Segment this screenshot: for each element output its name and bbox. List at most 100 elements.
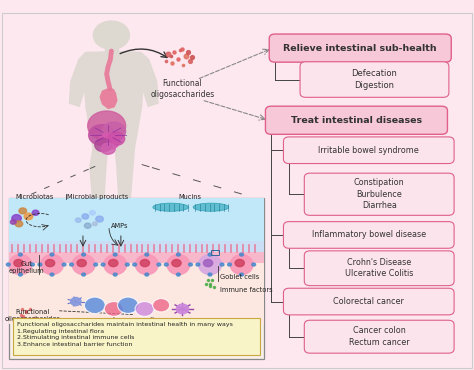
Circle shape (208, 273, 212, 276)
Circle shape (189, 263, 192, 266)
Circle shape (125, 263, 129, 266)
Ellipse shape (172, 259, 181, 267)
Text: Inflammatory bowel disease: Inflammatory bowel disease (312, 231, 426, 239)
Bar (9, 198, 264, 255)
Circle shape (108, 132, 125, 145)
Circle shape (176, 304, 189, 314)
FancyBboxPatch shape (304, 251, 454, 286)
Ellipse shape (72, 255, 95, 275)
Bar (9, 240, 264, 255)
Circle shape (90, 211, 95, 215)
Circle shape (176, 253, 180, 256)
Circle shape (84, 297, 105, 313)
Ellipse shape (104, 255, 127, 275)
FancyBboxPatch shape (269, 34, 451, 62)
Circle shape (99, 133, 119, 149)
Circle shape (18, 273, 22, 276)
Circle shape (82, 214, 89, 219)
Bar (13, 318, 260, 355)
FancyBboxPatch shape (304, 173, 454, 215)
Ellipse shape (14, 259, 23, 267)
Circle shape (18, 253, 22, 256)
Polygon shape (100, 88, 118, 109)
Ellipse shape (199, 255, 221, 275)
FancyBboxPatch shape (283, 222, 454, 248)
Circle shape (84, 223, 91, 228)
Text: Colorectal cancer: Colorectal cancer (333, 297, 404, 306)
Circle shape (135, 302, 154, 316)
Text: Immune cells: Immune cells (113, 317, 157, 323)
Text: Constipation
Burbulence
Diarrhea: Constipation Burbulence Diarrhea (354, 178, 404, 210)
Circle shape (32, 210, 39, 215)
Ellipse shape (46, 259, 55, 267)
FancyBboxPatch shape (283, 288, 454, 315)
Bar (211, 250, 219, 255)
Circle shape (70, 263, 73, 266)
Circle shape (113, 273, 117, 276)
Ellipse shape (235, 259, 244, 267)
Circle shape (153, 299, 170, 312)
Circle shape (240, 273, 244, 276)
Circle shape (93, 21, 129, 49)
Text: Microbial products: Microbial products (66, 194, 128, 200)
Circle shape (50, 253, 54, 256)
Circle shape (82, 273, 85, 276)
Text: AMPs: AMPs (111, 223, 129, 229)
Circle shape (94, 263, 98, 266)
Circle shape (38, 263, 42, 266)
Ellipse shape (203, 259, 213, 267)
Circle shape (113, 253, 117, 256)
Text: Functional oligosaccharides maintain intestinal health in many ways
1.Regulating: Functional oligosaccharides maintain int… (17, 322, 233, 347)
Circle shape (82, 253, 85, 256)
Circle shape (240, 253, 244, 256)
Circle shape (101, 263, 105, 266)
Text: Cancer colon
Rectum cancer: Cancer colon Rectum cancer (349, 326, 410, 347)
Ellipse shape (136, 255, 158, 275)
Circle shape (95, 138, 112, 152)
Circle shape (12, 215, 21, 222)
Text: Gut
epithelium: Gut epithelium (8, 260, 44, 274)
Ellipse shape (193, 203, 228, 211)
Circle shape (133, 263, 137, 266)
Text: Microbiotas: Microbiotas (15, 194, 53, 200)
Circle shape (196, 263, 200, 266)
Circle shape (252, 263, 255, 266)
FancyBboxPatch shape (304, 320, 454, 353)
Circle shape (10, 220, 16, 224)
Circle shape (24, 213, 33, 220)
Ellipse shape (41, 255, 64, 275)
Bar (9, 252, 264, 274)
Circle shape (62, 263, 66, 266)
Circle shape (104, 302, 123, 316)
Circle shape (15, 221, 23, 227)
Circle shape (145, 253, 149, 256)
Ellipse shape (153, 203, 188, 211)
Text: Defecation
Digestion: Defecation Digestion (352, 69, 397, 90)
FancyBboxPatch shape (2, 13, 472, 368)
Circle shape (89, 125, 115, 145)
Text: Treat intestinal diseases: Treat intestinal diseases (291, 116, 422, 125)
FancyBboxPatch shape (300, 62, 449, 97)
Circle shape (220, 263, 224, 266)
Ellipse shape (140, 259, 149, 267)
Text: Immune factors: Immune factors (220, 287, 273, 293)
Circle shape (96, 216, 103, 222)
Text: Mucins: Mucins (178, 194, 201, 200)
Circle shape (118, 297, 138, 313)
Circle shape (102, 122, 126, 141)
FancyBboxPatch shape (265, 106, 447, 134)
Text: Functional
oligosaccharides: Functional oligosaccharides (4, 309, 60, 322)
PathPatch shape (69, 51, 159, 255)
Circle shape (75, 218, 81, 222)
Ellipse shape (109, 259, 118, 267)
FancyBboxPatch shape (283, 137, 454, 164)
Circle shape (164, 263, 168, 266)
Circle shape (92, 222, 97, 226)
Ellipse shape (9, 255, 32, 275)
Circle shape (19, 208, 27, 214)
Ellipse shape (230, 255, 253, 275)
Text: Relieve intestinal sub-health: Relieve intestinal sub-health (283, 44, 437, 53)
Bar (105, 40, 118, 51)
Circle shape (88, 111, 126, 141)
Text: Crohn's Disease
Ulcerative Colitis: Crohn's Disease Ulcerative Colitis (345, 258, 413, 279)
